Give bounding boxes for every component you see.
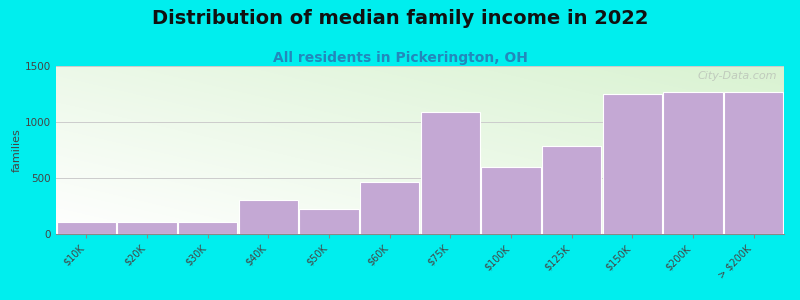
Text: Distribution of median family income in 2022: Distribution of median family income in … xyxy=(152,9,648,28)
Bar xyxy=(57,222,116,234)
Bar xyxy=(118,222,177,234)
Y-axis label: families: families xyxy=(12,128,22,172)
Bar xyxy=(360,182,419,234)
Bar xyxy=(178,222,238,234)
Text: City-Data.com: City-Data.com xyxy=(698,71,777,81)
Bar xyxy=(299,209,358,234)
Bar xyxy=(421,112,480,234)
Bar xyxy=(724,92,783,234)
Bar xyxy=(602,94,662,234)
Text: All residents in Pickerington, OH: All residents in Pickerington, OH xyxy=(273,51,527,65)
Bar xyxy=(482,167,541,234)
Bar xyxy=(663,92,722,234)
Bar xyxy=(542,146,602,234)
Bar xyxy=(238,200,298,234)
